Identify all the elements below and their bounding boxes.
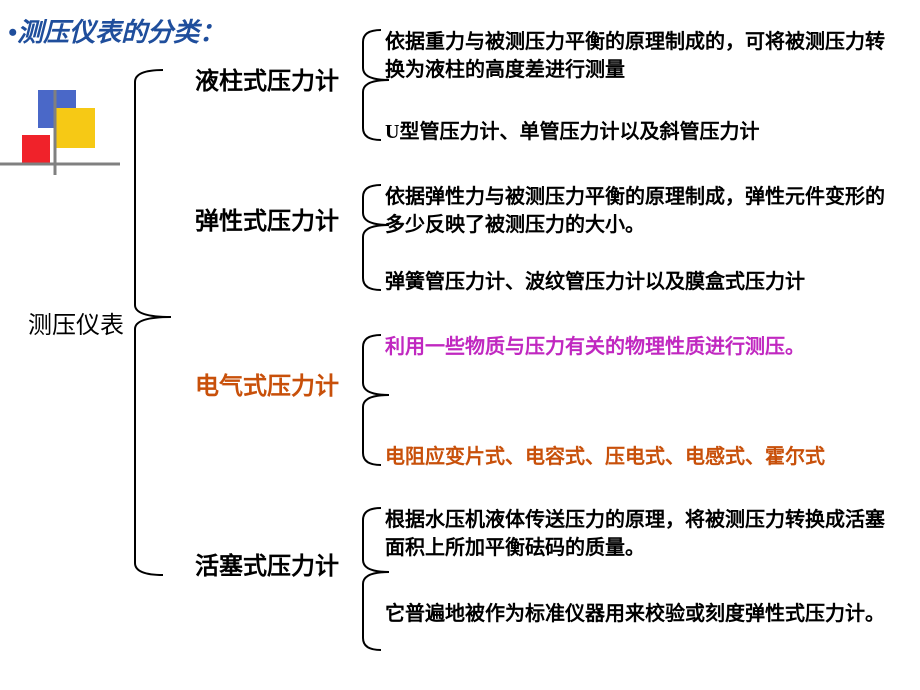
category-desc1-elastic: 依据弹性力与被测压力平衡的原理制成，弹性元件变形的多少反映了被测压力的大小。 xyxy=(385,183,895,239)
root-brace-path xyxy=(135,70,171,575)
slide-logo xyxy=(0,90,120,175)
root-label-text: 测压仪表 xyxy=(28,313,124,339)
category-desc1-liquid: 依据重力与被测压力平衡的原理制成的，可将被测压力转换为液柱的高度差进行测量 xyxy=(385,28,895,84)
category-label-liquid: 液柱式压力计 xyxy=(195,61,339,96)
logo-red-square xyxy=(22,135,50,163)
category-desc2-elastic: 弹簧管压力计、波纹管压力计以及膜盒式压力计 xyxy=(385,268,895,296)
category-desc1-piston: 根据水压机液体传送压力的原理，将被测压力转换成活塞面积上所加平衡砝码的质量。 xyxy=(385,506,895,562)
root-label: 测压仪表 xyxy=(28,305,124,340)
category-brace-piston xyxy=(360,0,400,690)
category-desc2-electric: 电阻应变片式、电容式、压电式、电感式、霍尔式 xyxy=(385,443,895,471)
category-desc1-electric: 利用一些物质与压力有关的物理性质进行测压。 xyxy=(385,333,895,361)
logo-yellow-square xyxy=(55,108,95,148)
category-desc2-liquid: U型管压力计、单管压力计以及斜管压力计 xyxy=(385,118,895,146)
category-label-elastic: 弹性式压力计 xyxy=(195,201,339,236)
category-desc2-piston: 它普遍地被作为标准仪器用来校验或刻度弹性式压力计。 xyxy=(385,600,895,628)
page-title: •测压仪表的分类： xyxy=(8,12,225,49)
title-text: •测压仪表的分类： xyxy=(8,18,225,47)
category-label-piston: 活塞式压力计 xyxy=(195,546,339,581)
root-brace xyxy=(130,0,190,690)
category-label-electric: 电气式压力计 xyxy=(195,366,339,401)
